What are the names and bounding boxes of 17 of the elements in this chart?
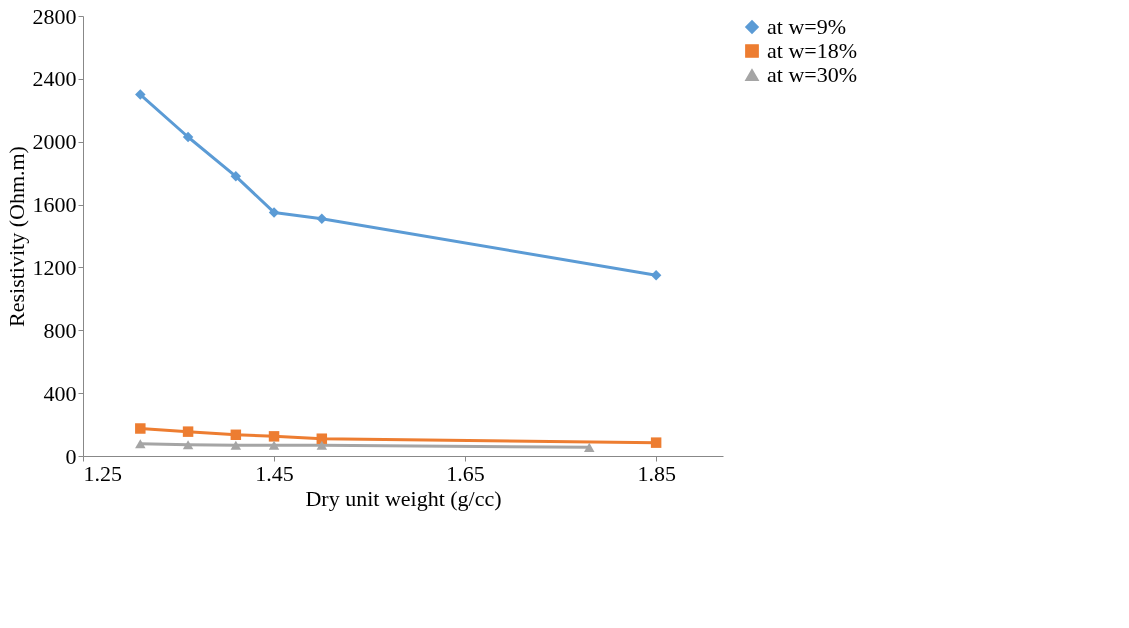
- y-tick-label: 1200: [32, 254, 77, 280]
- y-tick-label: 1600: [32, 192, 77, 218]
- y-tick-label: 400: [43, 380, 77, 406]
- x-axis-title: Dry unit weight (g/cc): [305, 485, 502, 511]
- y-tick-label: 0: [65, 443, 77, 469]
- y-tick-label: 2400: [32, 66, 77, 92]
- x-tick-label: 1.85: [637, 460, 676, 486]
- legend-label: at w=9%: [767, 14, 846, 39]
- y-tick-label: 800: [43, 317, 77, 343]
- y-tick-label: 2000: [32, 129, 77, 155]
- x-tick-label: 1.25: [83, 460, 122, 486]
- y-axis-title: Resistivity (Ohm.m): [3, 146, 29, 327]
- legend-label: at w=18%: [767, 38, 857, 63]
- y-tick-label: 2800: [32, 3, 77, 29]
- legend-label: at w=30%: [767, 62, 857, 87]
- x-tick-label: 1.45: [255, 460, 294, 486]
- x-tick-label: 1.65: [446, 460, 485, 486]
